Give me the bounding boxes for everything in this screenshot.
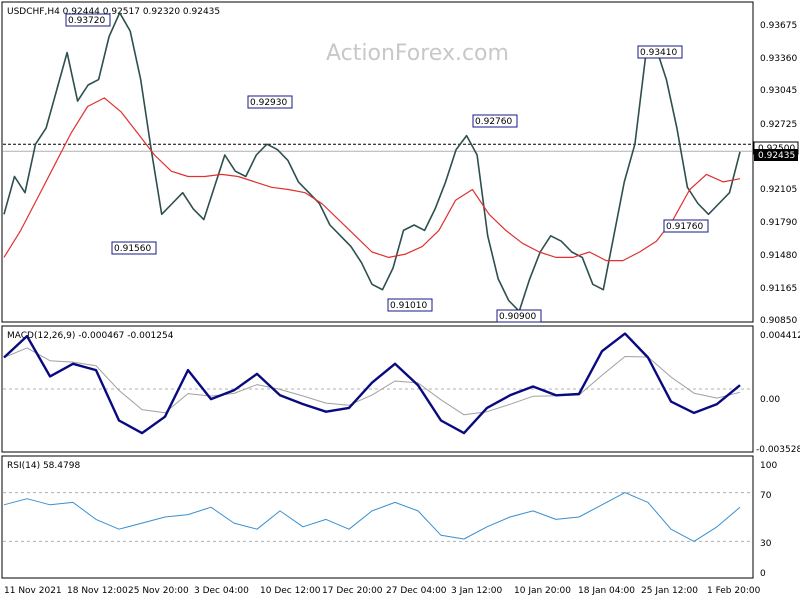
rsi-panel-frame: [1, 455, 754, 579]
annotation-label: 0.93720: [65, 13, 111, 27]
macd-line: [3, 332, 741, 435]
annotation-label: 0.91010: [387, 298, 433, 312]
svg-text:0.93720: 0.93720: [68, 16, 105, 26]
svg-text:0.90900: 0.90900: [499, 312, 536, 322]
annotation-label: 0.93410: [637, 45, 683, 59]
annotation-label: 0.92760: [472, 114, 518, 128]
annotation-label: 0.92930: [247, 95, 293, 109]
price-y-tick: 0.90850: [760, 316, 797, 326]
svg-text:0.93410: 0.93410: [640, 48, 677, 58]
price-y-tick: 0.92725: [760, 120, 797, 130]
moving-average-line: [3, 97, 741, 262]
svg-text:0.92760: 0.92760: [475, 117, 512, 127]
price-line: [3, 12, 741, 313]
indicator-series: [3, 332, 741, 542]
x-tick: 17 Dec 20:00: [322, 586, 383, 596]
macd-y-tick: 0.00: [760, 395, 780, 405]
rsi-y-tick: 0: [760, 569, 766, 579]
x-tick: 10 Dec 12:00: [260, 586, 321, 596]
price-panel-title: USDCHF,H4 0.92444 0.92517 0.92320 0.9243…: [7, 7, 220, 17]
annotation-label: 0.91760: [663, 219, 709, 233]
svg-text:0.92930: 0.92930: [250, 98, 287, 108]
annotation-label: 0.90900: [496, 309, 542, 323]
macd-y-tick: -0.003528: [756, 445, 800, 455]
guide-lines: [3, 143, 752, 542]
macd-y-tick: 0.004412: [760, 331, 800, 341]
x-tick: 1 Feb 20:00: [707, 586, 761, 596]
macd-panel-frame: [1, 325, 754, 453]
x-tick: 3 Dec 04:00: [194, 586, 249, 596]
x-tick: 3 Jan 12:00: [451, 586, 503, 596]
svg-text:0.92435: 0.92435: [758, 151, 795, 161]
annotation-label: 0.91560: [111, 241, 157, 255]
macd-signal-line: [3, 347, 741, 416]
rsi-y-tick: 30: [760, 539, 772, 549]
price-series: [3, 12, 741, 313]
svg-text:0.91760: 0.91760: [666, 222, 703, 232]
rsi-panel-title: RSI(14) 58.4798: [7, 461, 80, 471]
rsi-y-tick: 100: [760, 461, 777, 471]
price-y-tick: 0.91165: [760, 284, 797, 294]
price-y-tick: 0.93360: [760, 54, 797, 64]
price-y-tick: 0.93675: [760, 21, 797, 31]
x-tick: 27 Dec 04:00: [386, 586, 447, 596]
price-panel-frame: [1, 1, 754, 323]
svg-text:0.91010: 0.91010: [390, 301, 427, 311]
x-tick: 10 Jan 20:00: [514, 586, 571, 596]
price-y-tick: 0.91790: [760, 218, 797, 228]
current-price-label: 0.92435: [754, 149, 798, 161]
rsi-line: [3, 492, 741, 542]
x-tick: 25 Jan 12:00: [641, 586, 698, 596]
x-tick: 25 Nov 20:00: [128, 586, 189, 596]
x-tick: 18 Nov 12:00: [67, 586, 128, 596]
price-y-tick: 0.91480: [760, 251, 797, 261]
macd-panel-title: MACD(12,26,9) -0.000467 -0.001254: [7, 331, 174, 341]
x-tick: 18 Jan 04:00: [578, 586, 635, 596]
x-tick: 11 Nov 2021: [4, 586, 62, 596]
watermark: ActionForex.com: [326, 41, 509, 66]
price-y-tick: 0.93045: [760, 86, 797, 96]
svg-text:0.91560: 0.91560: [114, 244, 151, 254]
price-y-tick: 0.92105: [760, 185, 797, 195]
rsi-y-tick: 70: [760, 491, 772, 501]
